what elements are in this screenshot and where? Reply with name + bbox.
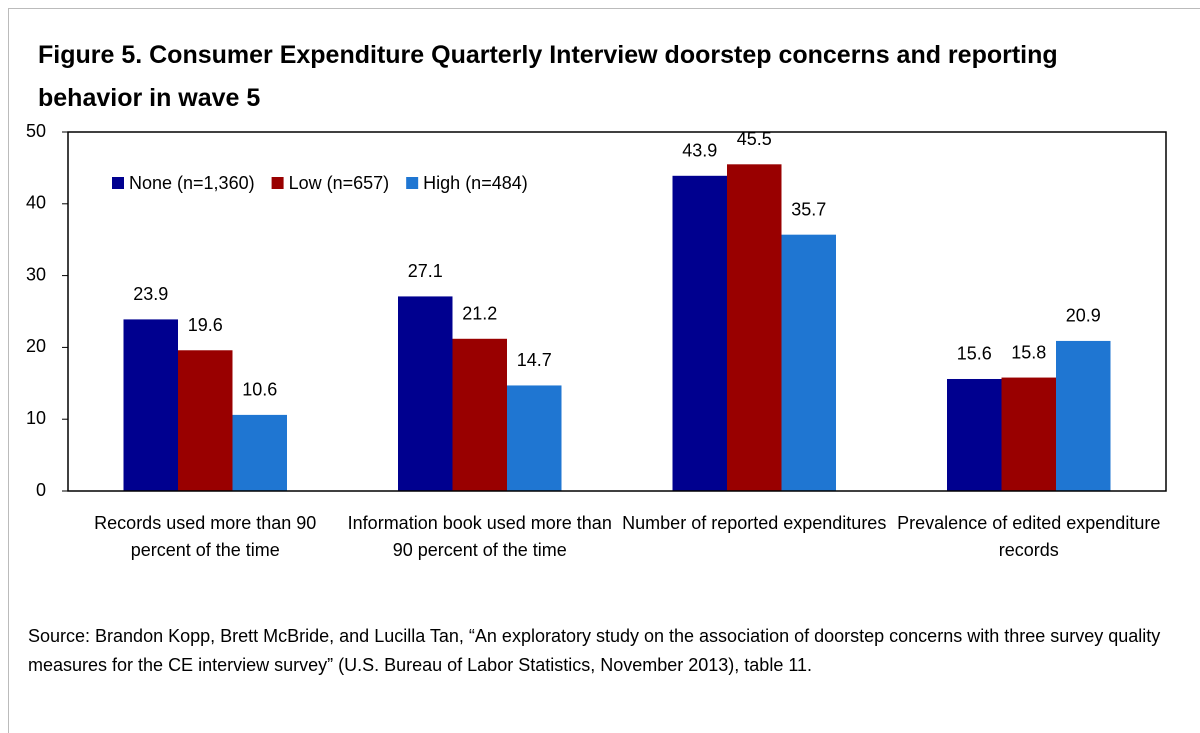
bar	[1001, 377, 1056, 491]
y-tick-label: 0	[36, 480, 46, 500]
x-tick-label: Prevalence of edited expenditure records	[897, 513, 1161, 560]
frame	[8, 8, 1200, 733]
y-tick-label: 20	[26, 336, 46, 356]
value-label: 15.6	[957, 344, 992, 364]
bar	[672, 175, 727, 491]
legend-label: None (n=1,360)	[129, 173, 255, 193]
value-label: 10.6	[242, 380, 277, 400]
y-tick-label: 40	[26, 193, 46, 213]
bar	[781, 234, 836, 491]
bar	[452, 338, 507, 491]
bar	[727, 164, 782, 491]
bar	[947, 378, 1002, 491]
value-label: 15.8	[1011, 342, 1046, 362]
value-label: 20.9	[1066, 306, 1101, 326]
bar	[232, 414, 287, 491]
y-tick-label: 50	[26, 121, 46, 141]
value-label: 19.6	[188, 315, 223, 335]
bar	[1056, 340, 1111, 491]
legend-swatch	[271, 177, 284, 189]
legend-swatch	[406, 177, 419, 189]
source-note: Source: Brandon Kopp, Brett McBride, and…	[28, 626, 1161, 675]
value-label: 43.9	[682, 141, 717, 161]
value-label: 45.5	[737, 129, 772, 149]
value-label: 27.1	[408, 261, 443, 281]
bar	[123, 319, 178, 491]
x-tick-label: Number of reported expenditures	[622, 513, 887, 533]
bar	[178, 350, 233, 491]
x-tick-label: Information book used more than 90 perce…	[347, 513, 612, 560]
y-tick-label: 10	[26, 408, 46, 428]
bar	[507, 385, 562, 491]
y-tick-label: 30	[26, 264, 46, 284]
legend-label: High (n=484)	[423, 173, 528, 193]
value-label: 14.7	[517, 350, 552, 370]
value-label: 35.7	[791, 199, 826, 219]
value-label: 21.2	[462, 304, 497, 324]
bar	[398, 296, 453, 491]
value-label: 23.9	[133, 284, 168, 304]
x-tick-label: Records used more than 90 percent of the…	[94, 513, 317, 560]
legend-swatch	[112, 177, 124, 189]
plot-border	[67, 131, 1167, 492]
legend-label: Low (n=657)	[289, 173, 390, 193]
chart-title: Figure 5. Consumer Expenditure Quarterly…	[38, 41, 1058, 112]
